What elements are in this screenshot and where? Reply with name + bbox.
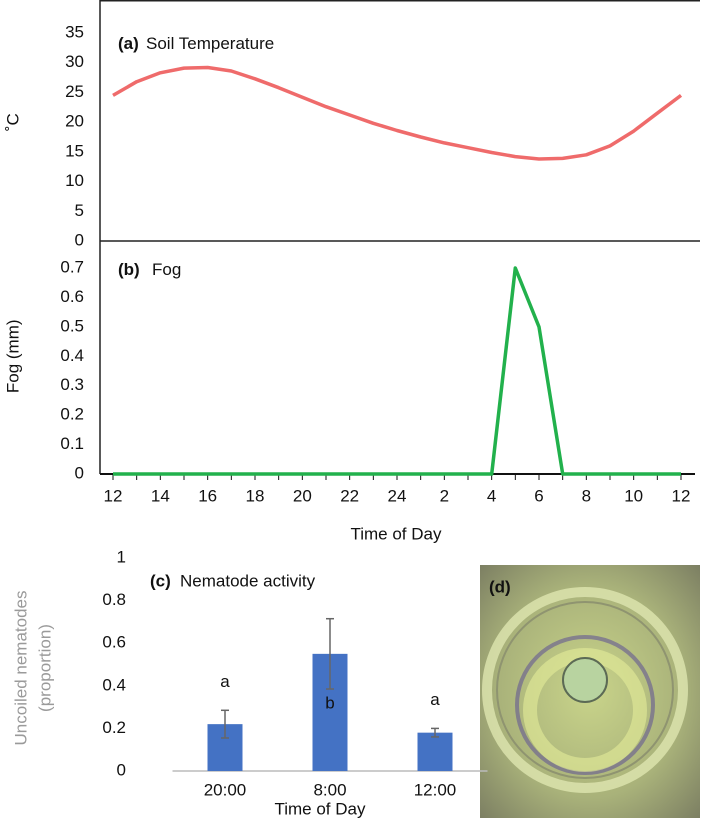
x-tick-label: 12	[672, 486, 691, 505]
x-tick-label: 8	[582, 486, 591, 505]
x-axis-label: Time of Day	[350, 524, 442, 543]
y-axis-label: Fog (mm)	[3, 319, 22, 393]
photo-ring	[523, 648, 647, 772]
error-bar	[326, 617, 334, 690]
photo-ring	[515, 635, 655, 775]
y-tick-label: 0	[75, 463, 84, 482]
photo-core	[562, 657, 608, 703]
y-tick-label: 0	[117, 760, 126, 779]
significance-letter: a	[220, 672, 230, 691]
significance-letter: a	[430, 690, 440, 709]
bar	[417, 732, 453, 771]
y-tick-label: 0.4	[60, 346, 84, 365]
y-axis-label: Uncoiled nematodes	[11, 591, 30, 746]
y-tick-label: 0	[75, 230, 84, 249]
x-tick-label: 4	[487, 486, 496, 505]
x-tick-label: 8:00	[313, 780, 346, 799]
data-line	[113, 266, 681, 476]
panel-label: (c)	[150, 571, 171, 590]
significance-letter: b	[325, 693, 334, 712]
y-tick-label: 0.2	[102, 718, 126, 737]
error-bar	[221, 709, 229, 739]
y-tick-label: 1	[117, 547, 126, 566]
x-tick-label: 20	[293, 486, 312, 505]
photo-panel: (d)	[480, 565, 700, 818]
y-tick-label: 0.6	[102, 633, 126, 652]
y-tick-label: 0.6	[60, 287, 84, 306]
y-tick-label: 0.2	[60, 405, 84, 424]
panel-label: (b)	[118, 260, 140, 279]
y-axis-label: ˚C	[3, 113, 22, 131]
photo-ring	[496, 601, 674, 779]
panel-title: Soil Temperature	[146, 34, 274, 53]
panel-title: Nematode activity	[180, 571, 316, 590]
x-tick-label: 14	[151, 486, 170, 505]
x-tick-label: 12	[104, 486, 123, 505]
x-tick-label: 18	[246, 486, 265, 505]
y-tick-label: 0.4	[102, 675, 126, 694]
y-tick-label: 30	[65, 52, 84, 71]
x-tick-label: 12:00	[414, 780, 457, 799]
photo-ring	[482, 587, 688, 793]
y-tick-label: 0.3	[60, 375, 84, 394]
x-tick-label: 22	[340, 486, 359, 505]
y-tick-label: 0.1	[60, 434, 84, 453]
error-bar	[431, 727, 439, 738]
x-tick-label: 24	[388, 486, 407, 505]
y-tick-label: 35	[65, 22, 84, 41]
data-line	[112, 65, 683, 161]
x-tick-label: 20:00	[204, 780, 247, 799]
y-tick-label: 25	[65, 82, 84, 101]
x-tick-label: 6	[534, 486, 543, 505]
y-tick-label: 10	[65, 171, 84, 190]
x-axis-label: Time of Day	[274, 799, 366, 818]
y-tick-label: 0.7	[60, 258, 84, 277]
y-tick-label: 20	[65, 112, 84, 131]
x-tick-label: 10	[624, 486, 643, 505]
x-tick-label: 2	[440, 486, 449, 505]
panel-title: Fog	[152, 260, 181, 279]
y-tick-label: 5	[75, 201, 84, 220]
y-tick-label: 0.8	[102, 590, 126, 609]
panel-label: (a)	[118, 34, 139, 53]
y-axis-label: (proportion)	[35, 624, 54, 712]
y-tick-label: 0.5	[60, 316, 84, 335]
panel-label: (d)	[489, 577, 511, 596]
y-tick-label: 15	[65, 141, 84, 160]
x-tick-label: 16	[198, 486, 217, 505]
